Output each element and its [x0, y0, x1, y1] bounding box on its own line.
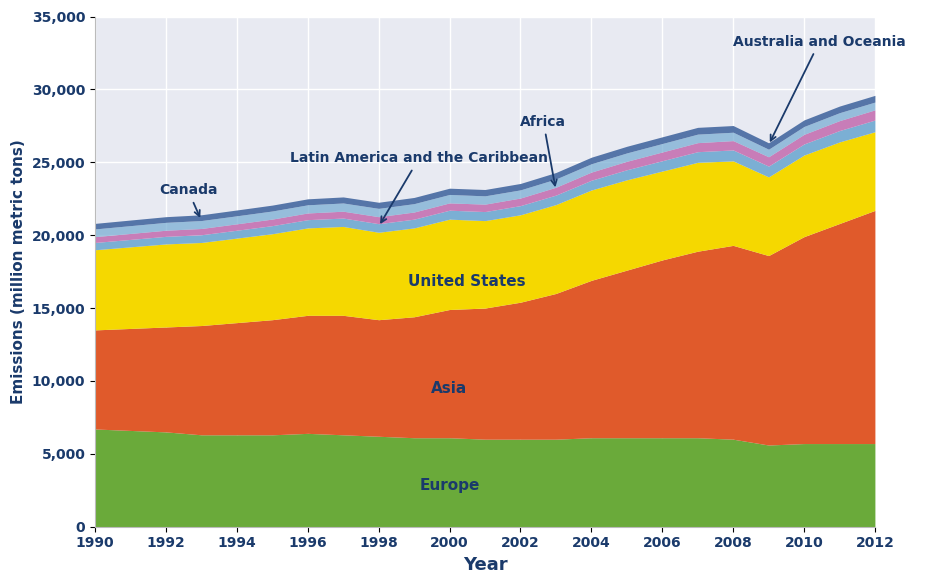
Y-axis label: Emissions (million metric tons): Emissions (million metric tons): [11, 139, 26, 404]
Text: Canada: Canada: [159, 183, 217, 216]
Text: Australia and Oceania: Australia and Oceania: [732, 35, 905, 140]
X-axis label: Year: Year: [463, 556, 507, 574]
Text: Asia: Asia: [431, 381, 467, 395]
Text: Latin America and the Caribbean: Latin America and the Caribbean: [289, 152, 548, 222]
Text: United States: United States: [408, 274, 526, 290]
Text: Europe: Europe: [419, 479, 479, 493]
Text: Africa: Africa: [520, 115, 565, 185]
